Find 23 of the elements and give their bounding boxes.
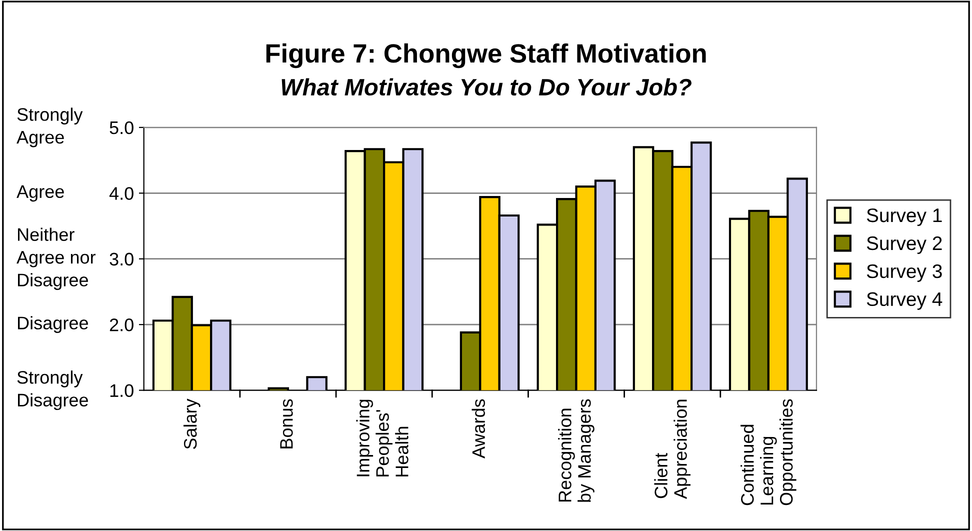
x-tick-label: Improving Peoples' Health: [356, 400, 408, 476]
text: Disagree: [18, 316, 88, 333]
y-tick-label: 2.0: [110, 318, 134, 332]
legend-label: Survey 4: [866, 292, 942, 310]
text: Strongly Agree: [16, 108, 83, 148]
legend-label: Survey 2: [866, 236, 942, 254]
x-tick-label: Client Appreciation: [654, 400, 690, 499]
x-tick-label: Continued Learning Opportunities: [740, 399, 796, 506]
text: Agree: [16, 185, 64, 202]
y-tick-label: 5.0: [110, 121, 134, 134]
x-tick-label: Salary: [183, 398, 200, 449]
x-tick-label: Recognition by Managers: [558, 399, 594, 502]
legend-label: Survey 1: [866, 208, 942, 226]
chart-subtitle: What Motivates You to Do Your Job?: [282, 78, 692, 96]
text: Neither Agree nor Disagree: [16, 228, 96, 290]
text: Strongly Disagree: [17, 370, 88, 410]
x-tick-label: Bonus: [280, 399, 293, 448]
legend-label: Survey 3: [866, 264, 942, 282]
y-tick-label: 4.0: [109, 187, 134, 200]
x-tick-label: Awards: [472, 399, 486, 458]
chart-title: Figure 7: Chongwe Staff Motivation: [266, 43, 706, 68]
y-tick-label: 3.0: [110, 252, 134, 266]
y-tick-label: 1.0: [110, 384, 134, 398]
